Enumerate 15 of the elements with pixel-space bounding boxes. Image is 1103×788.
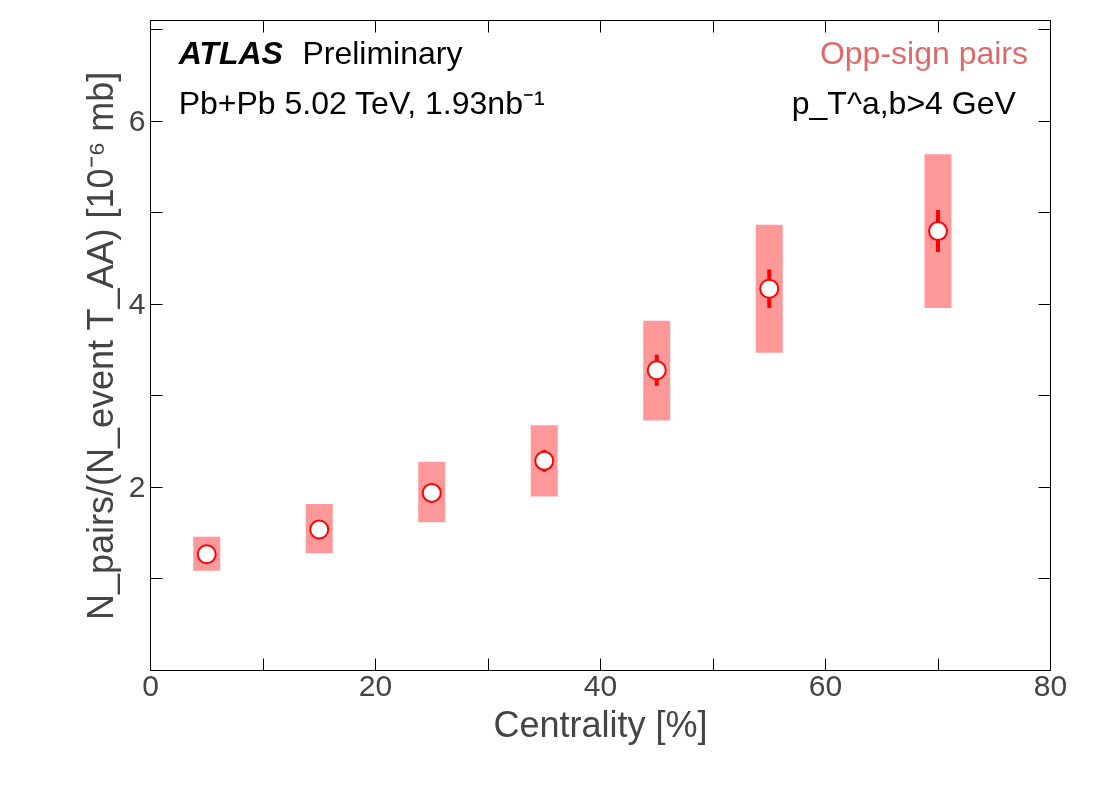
x-tick-label: 0	[142, 668, 159, 702]
annotation: Pb+Pb 5.02 TeV, 1.93nb⁻¹	[178, 84, 545, 121]
annotation: Preliminary	[302, 34, 463, 71]
annotation: ATLAS	[177, 34, 284, 71]
x-tick-label: 40	[583, 668, 618, 702]
x-tick-label: 80	[1033, 668, 1068, 702]
y-tick-label: 2	[128, 470, 146, 504]
annotation: p_T^a,b>4 GeV	[791, 84, 1017, 121]
y-tick-label: 6	[128, 104, 146, 138]
y-axis-title: N_pairs/(N_event T_AA) [10⁻⁶ mb]	[79, 71, 121, 621]
y-tick-label: 4	[128, 287, 146, 321]
x-axis-title: Centrality [%]	[493, 703, 708, 745]
x-tick-label: 20	[358, 668, 393, 702]
x-tick-label: 60	[808, 668, 843, 702]
text: Opp-sign pairs	[819, 34, 1028, 71]
